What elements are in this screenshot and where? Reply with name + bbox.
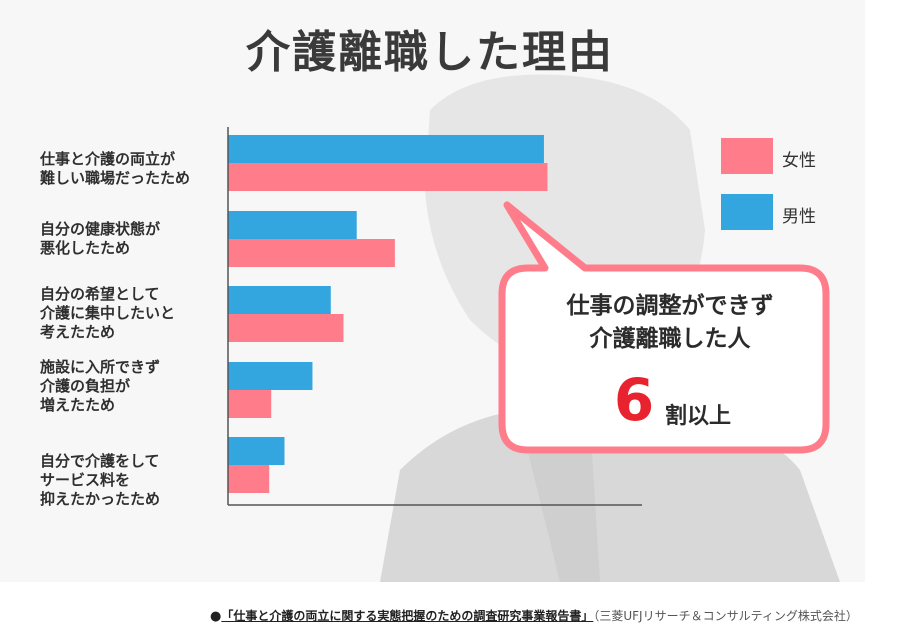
bar-male-4	[228, 437, 285, 465]
callout-line-1: 仕事の調整ができず	[566, 293, 774, 319]
category-label-0: 仕事と介護の両立が 難しい職場だったため	[40, 150, 191, 187]
category-label-2: 自分の希望として 介護に集中したいと 考えたため	[40, 285, 176, 341]
callout-number: 6	[613, 366, 655, 434]
infographic-canvas: 介護離職した理由 仕事と介護の両立が 難しい職場だったため 自分の健康状態が 悪化…	[40, 27, 840, 582]
page-title: 介護離職した理由	[246, 27, 614, 78]
callout-bubble	[498, 201, 830, 454]
bar-female-1	[228, 239, 395, 267]
bar-male-2	[228, 286, 331, 314]
bar-male-0	[228, 135, 544, 163]
source-organization: （三菱UFJリサーチ＆コンサルティング株式会社）	[593, 609, 858, 623]
source-title-link[interactable]: 「仕事と介護の両立に関する実態把握のための調査研究事業報告書」	[221, 609, 594, 623]
callout-line-2: 介護離職した人	[589, 326, 751, 352]
bar-female-0	[228, 163, 548, 191]
bar-male-3	[228, 362, 313, 390]
legend-swatch-male	[721, 194, 773, 230]
category-label-4: 自分で介護をして サービス料を 抑えたかったため	[40, 452, 161, 508]
legend-swatch-female	[721, 138, 773, 174]
bar-male-1	[228, 211, 357, 239]
legend-label-male: 男性	[782, 207, 816, 227]
category-label-1: 自分の健康状態が 悪化したため	[40, 220, 161, 257]
legend-label-female: 女性	[782, 151, 816, 171]
bar-female-4	[228, 465, 270, 493]
callout-text: 仕事の調整ができず 介護離職した人	[505, 290, 835, 356]
bar-female-3	[228, 390, 272, 418]
bar-chart	[227, 127, 830, 506]
source-citation: ●「仕事と介護の両立に関する実態把握のための調査研究事業報告書」（三菱UFJリサ…	[210, 607, 858, 624]
category-label-3: 施設に入所できず 介護の負担が 増えたため	[40, 358, 161, 414]
bullet-icon: ●	[210, 609, 222, 624]
callout-unit: 割以上	[665, 404, 732, 429]
bar-female-2	[228, 314, 344, 342]
